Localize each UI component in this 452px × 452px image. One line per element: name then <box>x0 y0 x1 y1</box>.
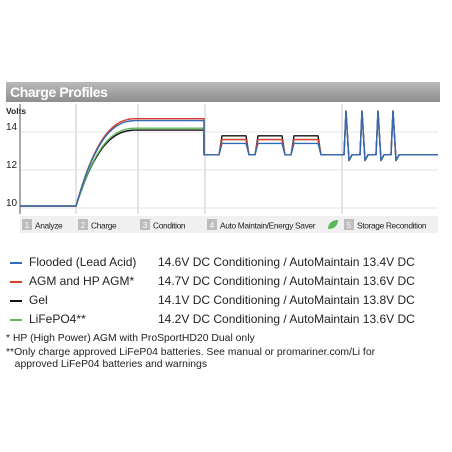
series-line-agm-and-hp-agm <box>20 110 438 207</box>
phase-number-box-4 <box>207 219 217 230</box>
phase-number-5: 5 <box>347 221 352 230</box>
legend-name-lifepo4: LiFePO4** <box>29 312 86 326</box>
legend: Flooded (Lead Acid) 14.6V DC Conditionin… <box>6 254 446 330</box>
phase-label-3: Condition <box>153 221 186 231</box>
series-line-gel <box>20 110 438 207</box>
legend-row-agm: AGM and HP AGM* 14.7V DC Conditioning / … <box>6 273 446 292</box>
legend-name-flooded: Flooded (Lead Acid) <box>29 255 137 269</box>
phase-number-4: 4 <box>210 221 215 230</box>
legend-row-gel: Gel 14.1V DC Conditioning / AutoMaintain… <box>6 292 446 311</box>
phase-number-2: 2 <box>81 221 86 230</box>
phase-label-5: Storage Recondition <box>357 221 427 231</box>
series-lines <box>20 110 438 207</box>
legend-desc-gel: 14.1V DC Conditioning / AutoMaintain 13.… <box>158 293 415 307</box>
phase-label-4: Auto Maintain/Energy Saver <box>220 221 316 231</box>
leaf-icon <box>328 220 338 229</box>
legend-name-gel: Gel <box>29 293 48 307</box>
y-axis: Volts 10 12 14 <box>6 104 26 214</box>
legend-swatch-lifepo4 <box>10 319 22 321</box>
phase-number-box-2 <box>78 219 88 230</box>
legend-desc-lifepo4: 14.2V DC Conditioning / AutoMaintain 13.… <box>158 312 415 326</box>
phase-number-3: 3 <box>143 221 148 230</box>
series-line-lifepo4 <box>20 110 438 207</box>
legend-swatch-agm <box>10 281 22 283</box>
phase-label-bar: 1 Analyze 2 Charge 3 Condition 4 Auto Maintain/… <box>20 216 438 233</box>
y-axis-label: Volts <box>6 106 26 116</box>
legend-row-flooded: Flooded (Lead Acid) 14.6V DC Conditionin… <box>6 254 446 273</box>
legend-row-lifepo4: LiFePO4** 14.2V DC Conditioning / AutoMa… <box>6 311 446 330</box>
legend-name-agm: AGM and HP AGM* <box>29 274 135 288</box>
legend-swatch-flooded <box>10 262 22 264</box>
chart-title: Charge Profiles <box>10 84 108 100</box>
legend-desc-flooded: 14.6V DC Conditioning / AutoMaintain 13.… <box>158 255 415 269</box>
phase-number-box-5 <box>344 219 354 230</box>
legend-swatch-gel <box>10 300 22 302</box>
legend-desc-agm: 14.7V DC Conditioning / AutoMaintain 13.… <box>158 274 415 288</box>
y-tick-label-14: 14 <box>6 122 18 133</box>
phase-bar-background <box>20 216 438 233</box>
chart-grid <box>20 104 438 214</box>
phase-number-box-3 <box>140 219 150 230</box>
phase-label-2: Charge <box>91 221 117 231</box>
y-tick-label-12: 12 <box>6 160 18 171</box>
phase-number-box-1 <box>22 219 32 230</box>
chart-header-bar: Charge Profiles <box>6 82 440 102</box>
note-lifepo4-line1: **Only charge approved LiFeP04 batteries… <box>6 347 376 358</box>
y-tick-label-10: 10 <box>6 198 18 209</box>
series-line-flooded-lead-acid <box>20 110 438 207</box>
phase-label-1: Analyze <box>35 221 63 231</box>
note-lifepo4-line2: approved LiFeP04 batteries and warnings <box>6 359 208 370</box>
note-hp-agm: * HP (High Power) AGM with ProSportHD20 … <box>6 333 255 344</box>
phase-number-1: 1 <box>25 221 30 230</box>
